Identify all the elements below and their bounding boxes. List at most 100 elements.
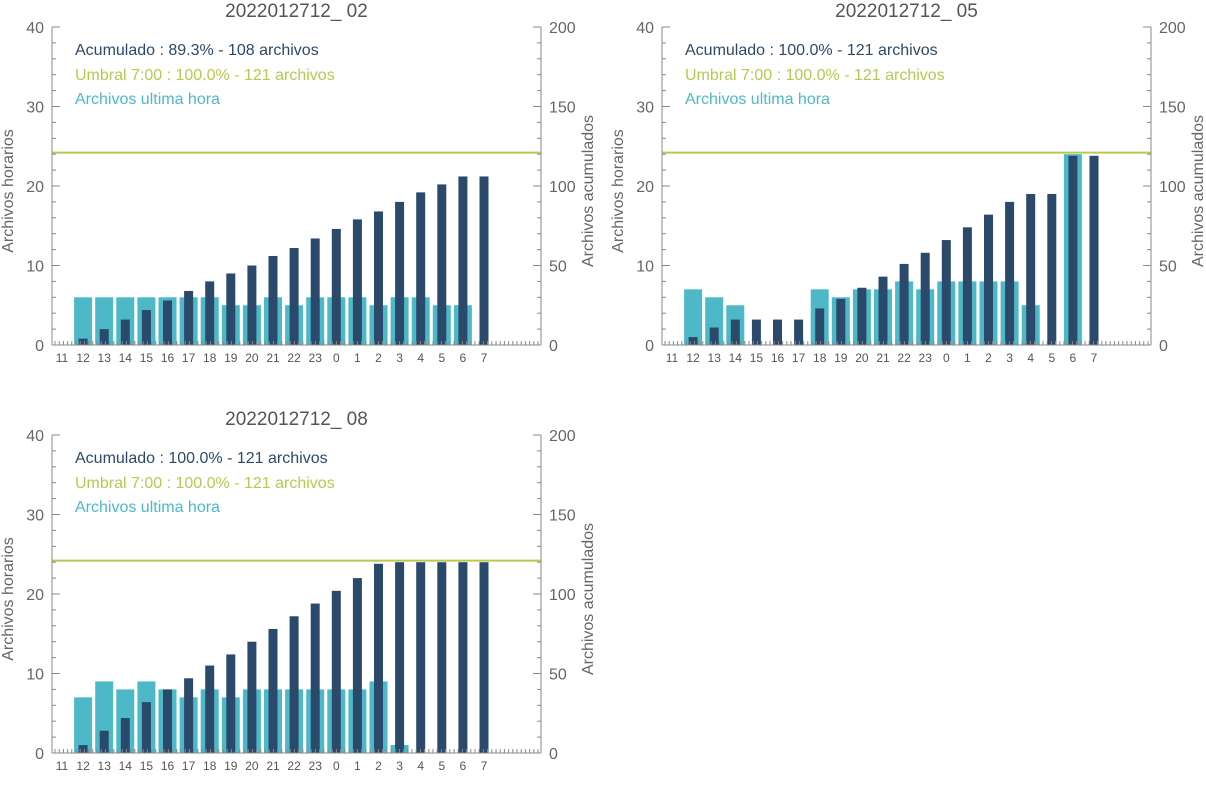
accumulated-bar (268, 628, 278, 753)
chart-panel: 2022012712_ 05 0 10 20 30 40 0 50 100 150 200 11 12 1… (610, 0, 1206, 385)
x-tick-label: 5 (438, 351, 445, 365)
left-tick-label: 10 (26, 667, 44, 684)
x-tick-label: 11 (666, 351, 679, 365)
left-tick-label: 30 (636, 100, 654, 117)
accumulated-bar (899, 263, 909, 345)
right-tick-label: 150 (549, 100, 576, 117)
accumulated-bar (1047, 193, 1057, 345)
accumulated-bar (416, 192, 426, 345)
accumulated-bar (141, 702, 151, 753)
chart-title: 2022012712_ 08 (225, 409, 368, 430)
accumulated-bar (78, 745, 88, 753)
left-tick-label: 40 (26, 20, 44, 37)
x-tick-label: 2 (985, 351, 992, 365)
right-tick-label: 0 (549, 338, 558, 355)
x-tick-label: 16 (161, 351, 175, 365)
right-tick-label: 200 (549, 20, 576, 37)
accumulated-bar (773, 319, 782, 345)
right-tick-label: 200 (549, 428, 576, 445)
x-tick-label: 19 (224, 759, 238, 773)
x-tick-label: 2 (375, 351, 382, 365)
accumulated-bar (1068, 155, 1078, 345)
x-tick-label: 4 (1027, 351, 1034, 365)
accumulated-bar (920, 252, 930, 345)
x-tick-label: 18 (813, 351, 827, 365)
x-tick-label: 0 (333, 759, 340, 773)
right-tick-label: 100 (1159, 179, 1186, 196)
left-tick-label: 0 (35, 338, 44, 355)
accumulated-bar (310, 238, 320, 345)
accumulated-bar (857, 287, 867, 345)
left-axis-title: Archivos horarios (610, 129, 627, 253)
x-tick-label: 15 (140, 759, 154, 773)
accumulated-bar (794, 319, 804, 345)
accumulated-bar (205, 665, 215, 753)
x-tick-label: 15 (750, 351, 764, 365)
x-tick-label: 14 (119, 351, 133, 365)
accumulated-bar (1005, 201, 1015, 345)
x-tick-label: 1 (354, 351, 361, 365)
accumulated-bar (205, 281, 215, 345)
left-tick-label: 10 (26, 259, 44, 276)
accumulated-bar (984, 214, 993, 345)
x-tick-label: 22 (287, 759, 301, 773)
accumulated-bar (120, 319, 130, 345)
x-tick-label: 20 (245, 351, 259, 365)
x-tick-label: 17 (792, 351, 806, 365)
x-tick-label: 1 (354, 759, 361, 773)
legend-hourly: Archivos ultima hora (685, 91, 830, 108)
right-tick-label: 50 (1159, 259, 1177, 276)
accumulated-bar (78, 338, 88, 345)
accumulated-bar (310, 603, 320, 753)
right-axis-title: Archivos acumulados (1190, 115, 1206, 267)
hourly-bar (74, 697, 93, 753)
x-tick-label: 18 (203, 351, 217, 365)
x-tick-label: 6 (460, 351, 467, 365)
x-tick-label: 18 (203, 759, 217, 773)
left-tick-label: 30 (26, 100, 44, 117)
hourly-bar (74, 297, 93, 345)
accumulated-bar (163, 689, 172, 753)
legend-threshold: Umbral 7:00 : 100.0% - 121 archivos (75, 475, 335, 492)
accumulated-bar (730, 319, 740, 345)
accumulated-bar (941, 240, 951, 345)
x-tick-label: 12 (76, 351, 90, 365)
right-tick-label: 150 (1159, 100, 1186, 117)
x-tick-label: 3 (396, 759, 403, 773)
x-tick-label: 19 (834, 351, 848, 365)
accumulated-bar (184, 290, 194, 345)
right-tick-label: 100 (549, 587, 576, 604)
left-tick-label: 40 (636, 20, 654, 37)
x-tick-label: 17 (182, 759, 196, 773)
legend-threshold: Umbral 7:00 : 100.0% - 121 archivos (685, 67, 945, 84)
accumulated-bar (416, 562, 426, 753)
left-tick-label: 0 (645, 338, 654, 355)
accumulated-bar (331, 228, 341, 345)
chart-panel: 2022012712_ 08 0 10 20 30 40 0 50 100 150 200 11 12 1… (0, 408, 603, 793)
x-tick-label: 7 (481, 759, 488, 773)
x-tick-label: 17 (182, 351, 196, 365)
accumulated-bar (374, 563, 383, 753)
legend-accumulated: Acumulado : 89.3% - 108 archivos (75, 42, 319, 59)
x-tick-label: 20 (855, 351, 869, 365)
accumulated-bar (688, 337, 698, 345)
x-tick-label: 13 (98, 351, 112, 365)
right-tick-label: 0 (1159, 338, 1168, 355)
accumulated-bar (479, 176, 489, 345)
x-tick-label: 3 (396, 351, 403, 365)
left-tick-label: 30 (26, 508, 44, 525)
x-tick-label: 6 (1070, 351, 1077, 365)
x-tick-label: 22 (287, 351, 301, 365)
chart-title: 2022012712_ 05 (835, 1, 978, 22)
accumulated-bar (374, 211, 383, 345)
x-tick-label: 23 (309, 351, 323, 365)
accumulated-bar (437, 562, 447, 753)
right-tick-label: 150 (549, 508, 576, 525)
x-tick-label: 21 (266, 759, 280, 773)
accumulated-bar (331, 590, 341, 753)
right-axis-title: Archivos acumulados (580, 523, 597, 675)
accumulated-bar (99, 730, 109, 753)
x-tick-label: 20 (245, 759, 259, 773)
x-tick-label: 14 (119, 759, 133, 773)
